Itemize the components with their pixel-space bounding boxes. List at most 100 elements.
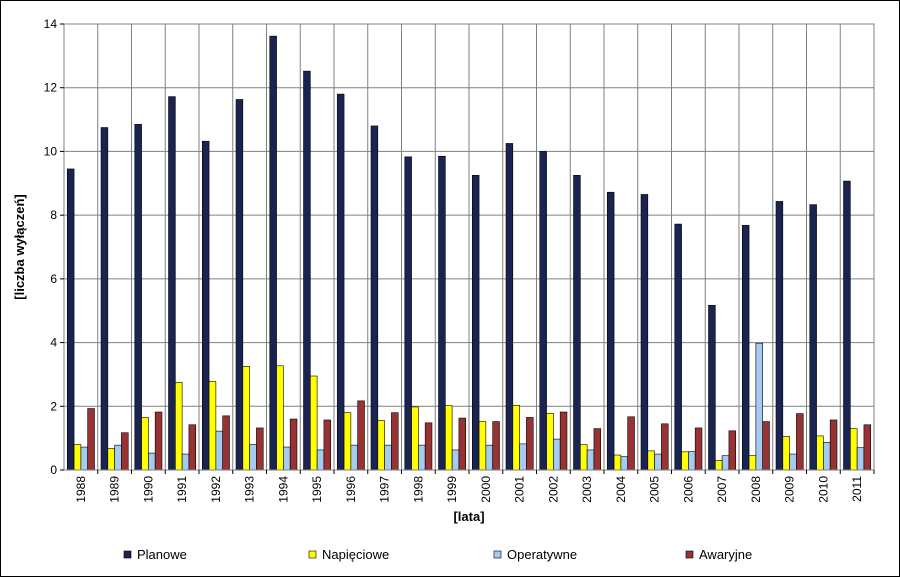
bar-awaryjne-1995 bbox=[323, 419, 332, 471]
bar-planowe-1989 bbox=[100, 127, 109, 471]
bar-operatywne-2011 bbox=[856, 447, 865, 471]
bar-planowe-2000 bbox=[471, 175, 480, 471]
bar-operatywne-1994 bbox=[283, 446, 291, 471]
bar-awaryjne-1997 bbox=[391, 412, 399, 471]
y-tick-label: 14 bbox=[44, 17, 58, 31]
bar-awaryjne-1996 bbox=[357, 400, 365, 471]
y-tick-label: 12 bbox=[44, 81, 58, 95]
bar-planowe-2006 bbox=[674, 223, 682, 471]
bars bbox=[66, 35, 872, 471]
x-tick-label: 2005 bbox=[648, 476, 662, 503]
bar-operatywne-2002 bbox=[553, 438, 561, 471]
x-tick-label: 1988 bbox=[74, 476, 88, 503]
bar-operatywne-1991 bbox=[181, 453, 190, 471]
x-tick-label: 2006 bbox=[681, 476, 695, 503]
bar-planowe-1997 bbox=[370, 125, 379, 471]
bar-operatywne-1998 bbox=[418, 444, 426, 471]
x-tick-label: 1999 bbox=[445, 476, 459, 503]
bar-napięciowe-2000 bbox=[478, 421, 487, 471]
x-tick-label: 1994 bbox=[276, 476, 290, 503]
x-axis-ticks: 1988 1989 1990 1991 1992 1993 1994 1995 1996 1997… bbox=[74, 470, 875, 503]
bar-awaryjne-2002 bbox=[559, 411, 568, 471]
y-tick-label: 8 bbox=[50, 208, 57, 222]
bar-planowe-1995 bbox=[303, 70, 311, 471]
bar-awaryjne-1988 bbox=[87, 408, 95, 471]
bar-planowe-1996 bbox=[336, 93, 345, 471]
bar-operatywne-2007 bbox=[721, 455, 730, 471]
bar-planowe-1993 bbox=[235, 99, 244, 471]
y-axis-ticks: 0 2 4 6 8 10 12 14 bbox=[44, 17, 64, 477]
y-tick-label: 0 bbox=[50, 463, 57, 477]
bar-operatywne-1996 bbox=[350, 444, 358, 471]
bar-operatywne-2004 bbox=[620, 456, 628, 471]
bar-napięciowe-2002 bbox=[546, 412, 554, 471]
bar-operatywne-1993 bbox=[249, 444, 257, 471]
bar-awaryjne-1992 bbox=[222, 415, 230, 471]
bar-awaryjne-1990 bbox=[154, 411, 163, 471]
bar-planowe-1990 bbox=[134, 124, 142, 471]
bar-planowe-2002 bbox=[539, 151, 547, 471]
x-tick-label: 1998 bbox=[411, 476, 425, 503]
x-tick-label: 1993 bbox=[243, 476, 257, 503]
bar-napięciowe-1995 bbox=[310, 375, 318, 471]
bar-napięciowe-1999 bbox=[445, 405, 453, 471]
y-tick-label: 6 bbox=[50, 272, 57, 286]
bar-operatywne-2005 bbox=[654, 453, 662, 471]
bar-napięciowe-1993 bbox=[242, 366, 250, 471]
x-tick-label: 1992 bbox=[209, 476, 223, 503]
bar-planowe-2011 bbox=[843, 180, 851, 471]
x-tick-label: 2007 bbox=[715, 476, 729, 503]
bar-napięciowe-2008 bbox=[748, 455, 757, 471]
bar-operatywne-2006 bbox=[688, 451, 696, 471]
x-tick-label: 1995 bbox=[310, 476, 324, 503]
bar-operatywne-2009 bbox=[789, 453, 797, 471]
x-tick-label: 2001 bbox=[513, 476, 527, 503]
bar-awaryjne-2009 bbox=[796, 413, 804, 471]
bar-operatywne-1995 bbox=[316, 449, 325, 471]
bar-napięciowe-2006 bbox=[681, 451, 689, 471]
bar-napięciowe-1989 bbox=[107, 448, 115, 471]
bar-planowe-2003 bbox=[573, 175, 581, 471]
bar-planowe-2004 bbox=[606, 191, 615, 471]
bar-planowe-2005 bbox=[640, 194, 649, 471]
legend-swatch-operatywne bbox=[493, 550, 502, 559]
bar-planowe-1992 bbox=[201, 140, 210, 471]
bar-napięciowe-2010 bbox=[816, 435, 824, 471]
x-tick-label: 1991 bbox=[175, 476, 189, 503]
bar-operatywne-2000 bbox=[485, 444, 493, 471]
bar-awaryjne-1994 bbox=[289, 418, 298, 471]
x-tick-label: 2003 bbox=[580, 476, 594, 503]
bar-napięciowe-2007 bbox=[715, 460, 723, 471]
legend-label-awaryjne: Awaryjne bbox=[699, 547, 752, 562]
bar-operatywne-2010 bbox=[823, 441, 831, 471]
legend-label-planowe: Planowe bbox=[137, 547, 187, 562]
bar-awaryjne-2003 bbox=[593, 428, 602, 471]
bar-planowe-1994 bbox=[269, 35, 277, 471]
bar-napięciowe-1994 bbox=[276, 365, 284, 471]
bar-planowe-1998 bbox=[404, 156, 412, 471]
bar-operatywne-2003 bbox=[586, 449, 595, 471]
bar-awaryjne-2005 bbox=[661, 423, 669, 471]
x-tick-label: 1997 bbox=[378, 476, 392, 503]
bar-operatywne-1990 bbox=[148, 452, 156, 471]
bar-napięciowe-2005 bbox=[647, 450, 655, 471]
bar-napięciowe-2001 bbox=[512, 405, 520, 471]
bar-awaryjne-2010 bbox=[829, 419, 838, 471]
x-tick-label: 1990 bbox=[141, 476, 155, 503]
x-tick-label: 2010 bbox=[816, 476, 830, 503]
bar-planowe-2009 bbox=[775, 201, 784, 471]
bar-napięciowe-2009 bbox=[782, 436, 790, 471]
bar-awaryjne-1991 bbox=[188, 424, 197, 471]
x-tick-label: 2004 bbox=[614, 476, 628, 503]
bar-planowe-1999 bbox=[438, 155, 446, 471]
bar-planowe-1988 bbox=[66, 168, 75, 471]
legend-label-napięciowe: Napięciowe bbox=[322, 547, 389, 562]
x-tick-label: 1996 bbox=[344, 476, 358, 503]
bar-planowe-1991 bbox=[168, 96, 176, 471]
bar-operatywne-1999 bbox=[451, 449, 460, 471]
bar-planowe-2008 bbox=[741, 225, 750, 471]
x-tick-label: 1989 bbox=[108, 476, 122, 503]
grid-lines bbox=[64, 23, 874, 471]
y-tick-label: 4 bbox=[50, 336, 57, 350]
